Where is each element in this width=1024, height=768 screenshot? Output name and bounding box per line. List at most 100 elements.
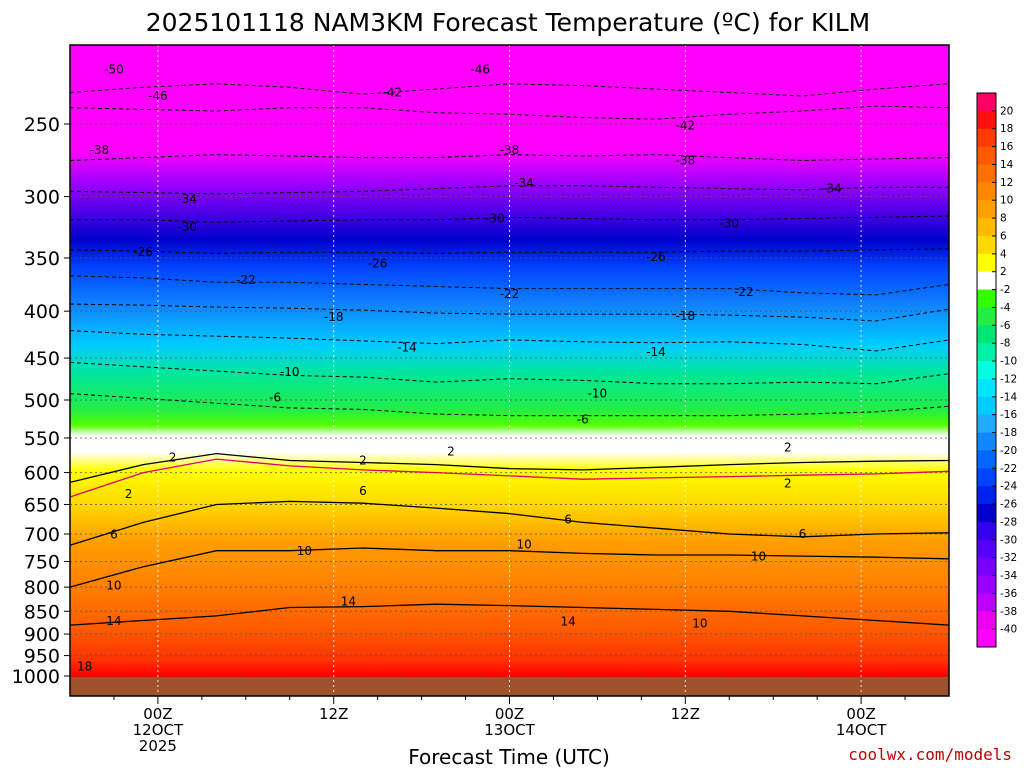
plot-area: -50 -46 -46 -42 -42 -38 -38 -38 -34 -34 -34 -30 -30 -… [69,44,950,697]
isotherm-label: -46 [470,62,490,76]
colorbar-segment [977,235,996,255]
isotherm-label: -18 [675,309,695,323]
colorbar-segment [977,218,996,237]
isotherm-label: -26 [133,245,153,259]
y-tick-label: 500 [24,390,60,412]
x-tick-label: 12Z [319,705,348,723]
isotherm-label: 2 [784,477,792,491]
colorbar-segment [977,629,996,648]
colorbar-segment [977,414,996,433]
colorbar-tick-label: -8 [1000,338,1010,350]
colorbar-tick-label: 20 [1000,105,1013,117]
x-tick-label: 00Z [143,705,172,723]
isotherm-line [69,452,950,484]
colorbar-segment [977,146,996,165]
colorbar-segment [977,325,996,344]
y-tick-label: 400 [24,301,60,323]
colorbar-tick-label: -36 [1000,588,1017,600]
isotherm-label: -34 [514,176,534,190]
isotherm-label: 10 [106,579,121,593]
colorbar-tick-label: 14 [1000,159,1014,171]
colorbar-tick-label: -16 [1000,409,1017,421]
y-tick-label: 600 [24,463,60,485]
isotherm-label: -50 [104,62,124,76]
isotherm-label: 6 [799,527,807,541]
isotherm-label: -38 [89,143,109,157]
colorbar-segment [977,253,996,273]
isotherm-label: 2 [169,451,177,465]
isotherm-line [69,500,950,546]
isotherm-label: -34 [177,192,197,206]
colorbar-tick-label: -2 [1000,284,1010,296]
y-tick-label: 300 [24,187,60,209]
isotherm-label: -10 [280,365,300,379]
colorbar-segment [977,271,996,290]
x-tick-label: 13OCT [484,721,535,739]
colorbar-segment [977,128,996,148]
colorbar-segment [977,93,996,112]
isotherm-label: 14 [560,614,575,628]
isotherm-label: -34 [822,182,842,196]
isotherm-label: 10 [517,538,532,552]
colorbar-segment [977,200,996,219]
colorbar-segment [977,450,996,469]
colorbar-tick-label: 12 [1000,177,1013,189]
colorbar-tick-label: 18 [1000,123,1013,135]
colorbar-tick-label: -12 [1000,373,1017,385]
colorbar-segment [977,432,996,451]
isotherm-label: -6 [577,412,589,426]
isotherm-line [69,458,950,498]
isotherm-label: 10 [297,544,312,558]
isotherm-label: -22 [500,287,520,301]
y-tick-label: 450 [24,348,60,370]
colorbar-segment [977,557,996,576]
colorbar-segment [977,468,996,487]
colorbar-segment [977,343,996,362]
colorbar-segment [977,504,996,523]
y-tick-label: 250 [24,114,60,136]
isotherm-label: 2 [784,440,792,454]
colorbar-segment [977,539,996,559]
isotherm-label: -38 [500,143,520,157]
colorbar-segment [977,486,996,505]
x-tick-label: 14OCT [836,721,887,739]
colorbar-tick-label: -40 [1000,624,1017,636]
y-tick-label: 650 [24,494,60,516]
x-tick-label: 00Z [846,705,875,723]
isotherm-label: 14 [341,594,356,608]
gridlines [70,45,949,696]
colorbar-tick-label: -10 [1000,356,1017,368]
isotherm-label: -22 [734,285,754,299]
y-tick-label: 350 [24,248,60,270]
isotherm-label: -30 [177,220,197,234]
colorbar-segment [977,289,996,308]
isotherm-label: 6 [564,512,572,526]
isotherm-label: -14 [646,345,666,359]
isotherm-label: 10 [692,616,707,630]
colorbar-segment [977,575,996,594]
y-tick-label: 550 [24,428,60,450]
x-tick-label: 12Z [671,705,700,723]
colorbar-segment [977,182,996,201]
x-tick-label: 2025 [139,737,177,755]
colorbar-segment [977,396,996,416]
credit-text: coolwx.com/models [848,745,1012,764]
colorbar-tick-label: -22 [1000,463,1017,475]
colorbar-tick-label: -38 [1000,606,1017,618]
colorbar-tick-label: 4 [1000,248,1007,260]
colorbar-segment [977,110,996,130]
colorbar-tick-label: -24 [1000,481,1017,493]
y-tick-label: 1000 [12,666,60,688]
colorbar-segment [977,593,996,612]
colorbar-tick-label: -14 [1000,391,1017,403]
isotherm-label: -6 [269,391,281,405]
isotherm-label: 14 [106,614,121,628]
y-tick-label: 750 [24,551,60,573]
isotherm-label: -18 [324,310,344,324]
colorbar: 20 18 16 14 12 10 8 6 4 2 -2 -4 -6 -8 -10 -12 -14 -16 -18 -… [976,92,1017,648]
colorbar-tick-label: -32 [1000,552,1017,564]
isotherm-label: 2 [447,444,455,458]
isotherm-label: -14 [397,340,417,354]
